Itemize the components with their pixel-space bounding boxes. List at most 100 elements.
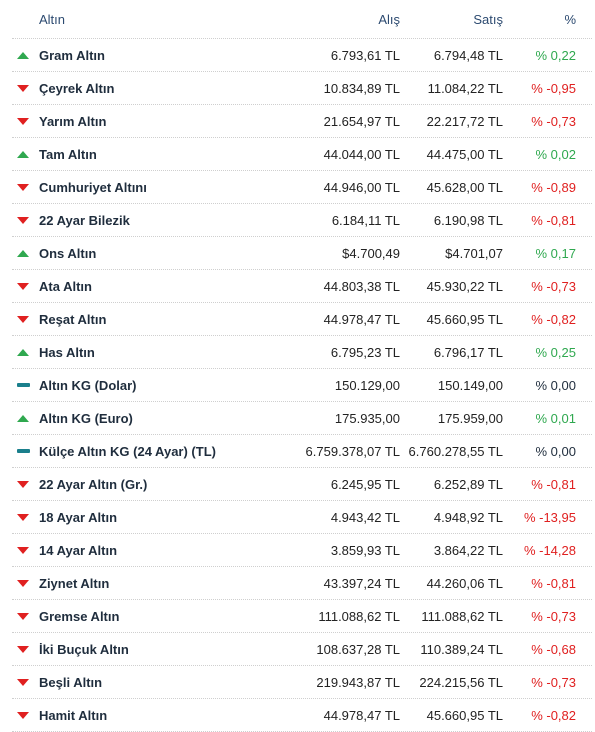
- row-sell-price: 22.217,72 TL: [426, 113, 503, 129]
- row-change-pct: % -0,82: [531, 311, 576, 327]
- row-sell-price: 11.084,22 TL: [427, 80, 503, 96]
- table-row[interactable]: Beşli Altın 219.943,87 TL 224.215,56 TL % -…: [12, 666, 592, 699]
- row-buy-price: 6.795,23 TL: [330, 344, 400, 360]
- row-buy-price: 6.759.378,07 TL: [305, 443, 400, 459]
- row-name[interactable]: İki Buçuk Altın: [39, 641, 129, 657]
- row-change-pct: % -0,73: [531, 608, 576, 624]
- row-name[interactable]: Çeyrek Altın: [39, 80, 115, 96]
- table-row[interactable]: Cumhuriyet Altını 44.946,00 TL 45.628,00 T…: [12, 171, 592, 204]
- arrow-down-icon: [17, 579, 29, 587]
- table-row[interactable]: Reşat Altın 44.978,47 TL 45.660,95 TL % -0,…: [12, 303, 592, 336]
- row-sell-price: 150.149,00: [437, 377, 503, 393]
- row-name[interactable]: Beşli Altın: [39, 674, 103, 690]
- arrow-down-icon: [17, 216, 29, 224]
- row-name[interactable]: Cumhuriyet Altını: [39, 179, 147, 195]
- table-row[interactable]: 14 Ayar Altın 3.859,93 TL 3.864,22 TL % -14…: [12, 534, 592, 567]
- row-sell-price: 111.088,62 TL: [421, 608, 503, 624]
- header-name[interactable]: Altın: [39, 11, 66, 27]
- table-row[interactable]: Hamit Altın 44.978,47 TL 45.660,95 TL % -0,…: [12, 699, 592, 732]
- row-change-pct: % -0,81: [531, 575, 576, 591]
- header-pct[interactable]: %: [564, 11, 576, 27]
- table-row[interactable]: 22 Ayar Altın (Gr.) 6.245,95 TL 6.252,89 T…: [12, 468, 592, 501]
- row-change-pct: % -13,95: [523, 509, 576, 525]
- row-name[interactable]: Altın KG (Dolar): [39, 377, 137, 393]
- row-buy-price: 44.978,47 TL: [323, 707, 400, 723]
- trend-indicator: [12, 383, 39, 387]
- row-sell-price: 45.930,22 TL: [426, 278, 503, 294]
- row-name[interactable]: Hamit Altın: [39, 707, 108, 723]
- table-row[interactable]: Tam Altın 44.044,00 TL 44.475,00 TL % 0,02: [12, 138, 592, 171]
- row-name[interactable]: Tam Altın: [39, 146, 97, 162]
- trend-indicator: [12, 414, 39, 422]
- row-change-pct: % -0,81: [531, 476, 576, 492]
- table-header: Altın Alış Satış %: [12, 0, 592, 39]
- table-row[interactable]: Ons Altın $4.700,49 $4.701,07 % 0,17: [12, 237, 592, 270]
- arrow-up-icon: [17, 249, 29, 257]
- row-name[interactable]: Külçe Altın KG (24 Ayar) (TL): [39, 443, 216, 459]
- arrow-down-icon: [17, 612, 29, 620]
- row-buy-price: 108.637,28 TL: [316, 641, 400, 657]
- row-name[interactable]: 14 Ayar Altın: [39, 542, 118, 558]
- trend-indicator: [12, 315, 39, 323]
- table-row[interactable]: Has Altın 6.795,23 TL 6.796,17 TL % 0,25: [12, 336, 592, 369]
- trend-indicator: [12, 449, 39, 453]
- row-buy-price: 44.803,38 TL: [323, 278, 400, 294]
- table-row[interactable]: Altın KG (Euro) 175.935,00 175.959,00 % 0,0…: [12, 402, 592, 435]
- row-name[interactable]: Reşat Altın: [39, 311, 107, 327]
- row-name[interactable]: 22 Ayar Bilezik: [39, 212, 130, 228]
- arrow-up-icon: [17, 348, 29, 356]
- table-row[interactable]: Ata Altın 44.803,38 TL 45.930,22 TL % -0,73: [12, 270, 592, 303]
- row-change-pct: % -0,73: [531, 674, 576, 690]
- table-row[interactable]: Çeyrek Altın 10.834,89 TL 11.084,22 TL % -0…: [12, 72, 592, 105]
- arrow-down-icon: [17, 183, 29, 191]
- table-row[interactable]: Külçe Altın KG (24 Ayar) (TL) 6.759.378,0…: [12, 435, 592, 468]
- row-change-pct: % -14,28: [523, 542, 576, 558]
- table-row[interactable]: 22 Ayar Bilezik 6.184,11 TL 6.190,98 TL % -…: [12, 204, 592, 237]
- arrow-down-icon: [17, 117, 29, 125]
- row-name[interactable]: Ons Altın: [39, 245, 97, 261]
- row-name[interactable]: Ata Altın: [39, 278, 92, 294]
- row-name[interactable]: 22 Ayar Altın (Gr.): [39, 476, 148, 492]
- row-name[interactable]: Yarım Altın: [39, 113, 107, 129]
- row-change-pct: % -0,81: [531, 212, 576, 228]
- row-name[interactable]: Has Altın: [39, 344, 95, 360]
- row-change-pct: % 0,02: [535, 146, 576, 162]
- table-row[interactable]: Gram Altın 6.793,61 TL 6.794,48 TL % 0,22: [12, 39, 592, 72]
- arrow-up-icon: [17, 51, 29, 59]
- table-row[interactable]: Yarım Altın 21.654,97 TL 22.217,72 TL % -0,…: [12, 105, 592, 138]
- row-name[interactable]: Gram Altın: [39, 47, 105, 63]
- row-name[interactable]: Ziynet Altın: [39, 575, 110, 591]
- table-row[interactable]: 18 Ayar Altın 4.943,42 TL 4.948,92 TL % -13…: [12, 501, 592, 534]
- row-change-pct: % -0,82: [531, 707, 576, 723]
- table-row[interactable]: İki Buçuk Altın 108.637,28 TL 110.389,24 T…: [12, 633, 592, 666]
- arrow-down-icon: [17, 480, 29, 488]
- trend-indicator: [12, 249, 39, 257]
- row-buy-price: 150.129,00: [334, 377, 400, 393]
- arrow-down-icon: [17, 711, 29, 719]
- row-buy-price: 219.943,87 TL: [316, 674, 400, 690]
- row-sell-price: 3.864,22 TL: [433, 542, 503, 558]
- table-row[interactable]: Altın KG (Dolar) 150.129,00 150.149,00 % 0,…: [12, 369, 592, 402]
- table-row[interactable]: Ziynet Altın 43.397,24 TL 44.260,06 TL % -0…: [12, 567, 592, 600]
- row-sell-price: 110.389,24 TL: [420, 641, 503, 657]
- row-change-pct: % -0,89: [531, 179, 576, 195]
- arrow-down-icon: [17, 315, 29, 323]
- row-change-pct: % 0,22: [535, 47, 576, 63]
- row-name[interactable]: Altın KG (Euro): [39, 410, 133, 426]
- trend-indicator: [12, 183, 39, 191]
- arrow-down-icon: [17, 513, 29, 521]
- row-sell-price: 6.252,89 TL: [433, 476, 503, 492]
- row-sell-price: 175.959,00: [437, 410, 503, 426]
- row-sell-price: 45.660,95 TL: [426, 311, 503, 327]
- header-buy[interactable]: Alış: [378, 11, 400, 27]
- table-row[interactable]: Gremse Altın 111.088,62 TL 111.088,62 TL % …: [12, 600, 592, 633]
- header-sell[interactable]: Satış: [473, 11, 503, 27]
- row-sell-price: 224.215,56 TL: [419, 674, 503, 690]
- row-sell-price: 6.190,98 TL: [433, 212, 503, 228]
- row-name[interactable]: Gremse Altın: [39, 608, 120, 624]
- trend-indicator: [12, 480, 39, 488]
- trend-indicator: [12, 546, 39, 554]
- row-name[interactable]: 18 Ayar Altın: [39, 509, 118, 525]
- row-buy-price: 6.245,95 TL: [330, 476, 400, 492]
- arrow-up-icon: [17, 150, 29, 158]
